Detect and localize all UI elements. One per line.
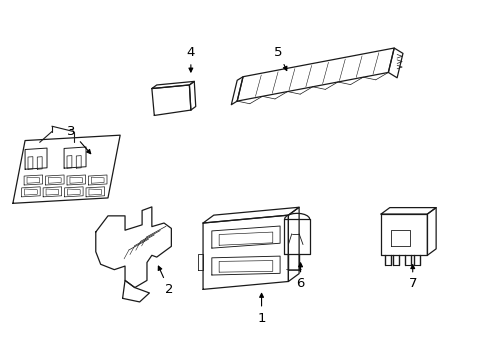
Text: 4: 4 (186, 46, 195, 72)
Text: 6: 6 (296, 263, 304, 291)
Text: 7: 7 (407, 265, 416, 291)
Text: 1: 1 (257, 293, 265, 325)
Text: 5: 5 (274, 46, 286, 71)
Text: 2: 2 (158, 266, 173, 296)
Text: 3: 3 (67, 125, 90, 154)
